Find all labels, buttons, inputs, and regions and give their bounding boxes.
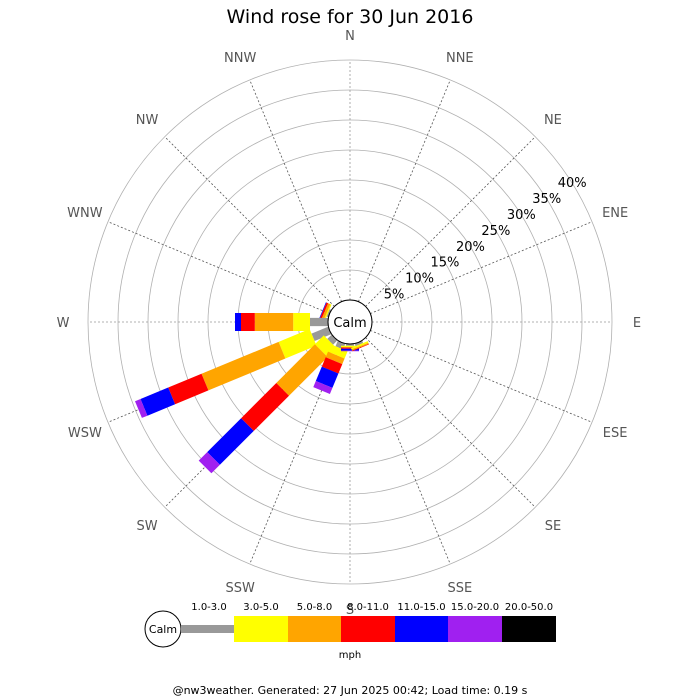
direction-label-wnw: WNW [67, 206, 103, 221]
radial-tick-35pct: 35% [532, 192, 561, 207]
bar-s-15.0-20.0 [341, 350, 359, 352]
bar-wsw-3.0-5.0 [278, 329, 317, 359]
bar-sse-5.0-8.0 [351, 342, 369, 351]
chart-title: Wind rose for 30 Jun 2016 [226, 6, 474, 28]
bar-w-5.0-8.0 [254, 313, 294, 331]
radial-tick-30pct: 30% [507, 208, 536, 223]
spoke-ne [365, 136, 536, 307]
direction-label-s: S [346, 603, 354, 618]
spoke-ese [370, 330, 593, 423]
direction-label-w: W [57, 316, 70, 331]
direction-label-ene: ENE [602, 206, 628, 221]
legend-label-8.0-11.0: 8.0-11.0 [347, 602, 389, 613]
bar-wsw-8.0-11.0 [168, 373, 209, 405]
bar-ssw-8.0-11.0 [321, 357, 343, 374]
direction-label-wsw: WSW [68, 426, 102, 441]
bar-wnw-5.0-8.0 [321, 303, 331, 321]
footer-text: @nw3weather. Generated: 27 Jun 2025 00:4… [172, 684, 528, 697]
bar-sse-3.0-5.0 [351, 341, 369, 350]
bar-w-1.0-3.0 [310, 317, 328, 327]
bar-sw-11.0-15.0 [207, 418, 254, 465]
calm-circle [327, 299, 373, 345]
direction-label-sw: SW [137, 519, 158, 534]
ring-40pct [87, 59, 613, 585]
legend-swatch-8.0-11.0 [341, 616, 395, 642]
direction-label-nnw: NNW [224, 51, 256, 66]
spoke-nnw [249, 79, 342, 302]
direction-label-ssw: SSW [225, 581, 255, 596]
direction-label-se: SE [545, 519, 561, 534]
direction-label-ese: ESE [603, 426, 628, 441]
bar-sse-1.0-3.0 [354, 340, 364, 347]
bar-ssw-5.0-8.0 [325, 351, 345, 365]
bar-w-8.0-11.0 [241, 313, 255, 331]
bar-wnw-1.0-3.0 [326, 309, 332, 318]
bar-ssw-3.0-5.0 [328, 344, 348, 359]
calm-label: Calm [333, 316, 366, 331]
legend-label-5.0-8.0: 5.0-8.0 [297, 602, 332, 613]
bar-sse-8.0-11.0 [352, 343, 369, 352]
bar-wsw-15.0-20.0 [135, 399, 148, 418]
bar-wnw-8.0-11.0 [319, 302, 329, 320]
radial-tick-25pct: 25% [481, 224, 510, 239]
bar-sw-8.0-11.0 [241, 383, 289, 431]
bar-ssw-11.0-15.0 [315, 366, 339, 388]
legend-swatch-3.0-5.0 [234, 616, 288, 642]
spoke-wnw [107, 221, 330, 314]
legend-swatch-15.0-20.0 [448, 616, 502, 642]
direction-label-n: N [345, 29, 355, 44]
bar-sw-1.0-3.0 [327, 334, 338, 345]
bar-wsw-11.0-15.0 [140, 387, 176, 416]
spoke-sse [358, 342, 451, 565]
spoke-ene [370, 221, 593, 314]
bar-ssw-15.0-20.0 [313, 381, 333, 394]
direction-label-nw: NW [136, 113, 159, 128]
radial-tick-15pct: 15% [431, 256, 460, 271]
bar-wsw-1.0-3.0 [311, 326, 332, 341]
legend-label-11.0-15.0: 11.0-15.0 [397, 602, 445, 613]
legend-swatch-1.0-3.0 [181, 625, 234, 633]
spoke-nw [164, 136, 335, 307]
direction-label-nne: NNE [446, 51, 474, 66]
legend-label-15.0-20.0: 15.0-20.0 [451, 602, 499, 613]
bar-sw-5.0-8.0 [276, 344, 328, 396]
radial-tick-20pct: 20% [456, 240, 485, 255]
legend-label-1.0-3.0: 1.0-3.0 [191, 602, 226, 613]
legend-swatch-11.0-15.0 [395, 616, 448, 642]
direction-label-e: E [633, 316, 641, 331]
direction-label-sse: SSE [447, 581, 472, 596]
legend-label-3.0-5.0: 3.0-5.0 [243, 602, 278, 613]
spoke-nne [358, 79, 451, 302]
bar-sw-15.0-20.0 [198, 452, 220, 474]
legend-calm-label: Calm [149, 623, 177, 636]
bar-wnw-3.0-5.0 [323, 304, 332, 322]
legend-unit-label: mph [339, 650, 361, 661]
bar-w-11.0-15.0 [235, 313, 241, 331]
legend-swatch-5.0-8.0 [288, 616, 341, 642]
legend-label-20.0-50.0: 20.0-50.0 [505, 602, 553, 613]
radial-tick-10pct: 10% [405, 272, 434, 287]
direction-label-ne: NE [544, 113, 562, 128]
legend-swatch-20.0-50.0 [502, 616, 556, 642]
bar-w-3.0-5.0 [293, 313, 310, 331]
bar-wsw-5.0-8.0 [201, 341, 286, 391]
bar-s-1.0-3.0 [345, 344, 355, 346]
radial-tick-5pct: 5% [384, 287, 405, 302]
bar-wnw-11.0-15.0 [319, 302, 327, 320]
spoke-se [365, 337, 536, 508]
radial-tick-40pct: 40% [558, 176, 587, 191]
